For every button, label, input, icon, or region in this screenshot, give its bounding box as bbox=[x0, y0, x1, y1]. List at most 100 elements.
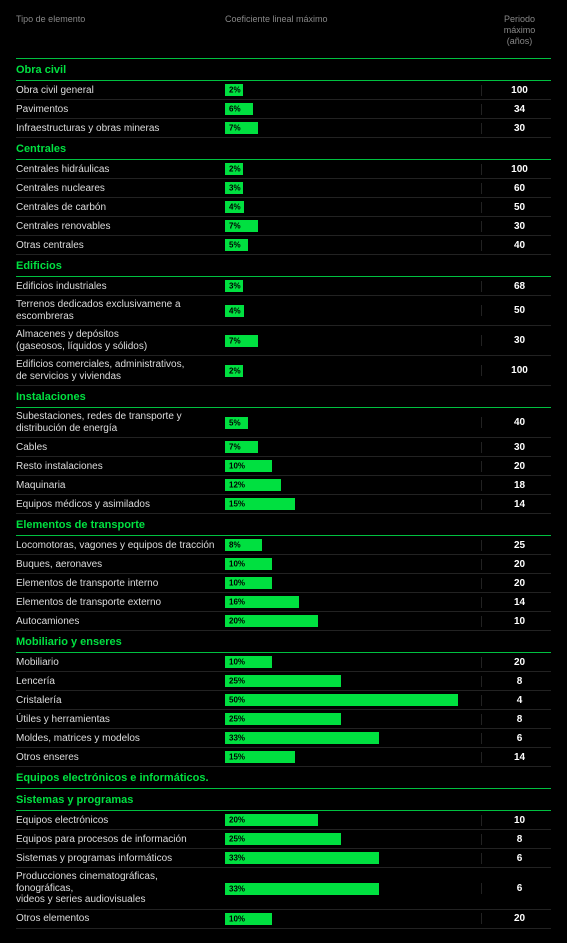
period-value: 25 bbox=[481, 540, 551, 551]
section-title: Mobiliario y enseres bbox=[16, 631, 551, 653]
table-row: Elementos de transporte externo16%14 bbox=[16, 593, 551, 612]
row-label: Equipos para procesos de información bbox=[16, 831, 221, 849]
coefficient-bar: 10% bbox=[225, 460, 272, 472]
bar-value: 10% bbox=[229, 462, 245, 471]
table-row: Sistemas y programas informáticos33%6 bbox=[16, 849, 551, 868]
table-row: Otros enseres15%14 bbox=[16, 748, 551, 767]
row-label: Centrales hidráulicas bbox=[16, 161, 221, 179]
bar-holder: 10% bbox=[221, 557, 481, 571]
period-value: 8 bbox=[481, 676, 551, 687]
bar-value: 20% bbox=[229, 617, 245, 626]
header-coefficient: Coeficiente lineal máximo bbox=[221, 14, 481, 24]
coefficient-bar: 7% bbox=[225, 220, 258, 232]
row-label: Edificios industriales bbox=[16, 278, 221, 296]
bar-value: 2% bbox=[229, 366, 241, 375]
bar-holder: 50% bbox=[221, 693, 481, 707]
table-row: Lencería25%8 bbox=[16, 672, 551, 691]
bar-holder: 10% bbox=[221, 459, 481, 473]
coefficient-bar: 50% bbox=[225, 694, 458, 706]
table-row: Maquinaria12%18 bbox=[16, 476, 551, 495]
bar-value: 25% bbox=[229, 835, 245, 844]
table-row: Cristalería50%4 bbox=[16, 691, 551, 710]
table-row: Locomotoras, vagones y equipos de tracci… bbox=[16, 536, 551, 555]
row-label: Cristalería bbox=[16, 692, 221, 710]
period-value: 10 bbox=[481, 616, 551, 627]
header-period: Periodo máximo (años) bbox=[481, 14, 551, 46]
coefficient-bar: 12% bbox=[225, 479, 281, 491]
table-row: Infraestructuras y obras mineras7%30 bbox=[16, 119, 551, 138]
table-row: Buques, aeronaves10%20 bbox=[16, 555, 551, 574]
row-label: Sistemas y programas informáticos bbox=[16, 850, 221, 868]
coefficient-bar: 4% bbox=[225, 201, 244, 213]
row-label: Elementos de transporte interno bbox=[16, 575, 221, 593]
row-label: Autocamiones bbox=[16, 613, 221, 631]
coefficient-bar: 25% bbox=[225, 833, 341, 845]
table-row: Producciones cinematográficas, fonográfi… bbox=[16, 868, 551, 910]
period-value: 100 bbox=[481, 85, 551, 96]
bar-holder: 16% bbox=[221, 595, 481, 609]
coefficient-bar: 2% bbox=[225, 365, 243, 377]
period-value: 20 bbox=[481, 559, 551, 570]
coefficient-bar: 33% bbox=[225, 732, 379, 744]
period-value: 34 bbox=[481, 104, 551, 115]
row-label: Cables bbox=[16, 439, 221, 457]
bar-holder: 6% bbox=[221, 102, 481, 116]
bar-holder: 2% bbox=[221, 83, 481, 97]
bar-holder: 7% bbox=[221, 121, 481, 135]
table-row: Subestaciones, redes de transporte y dis… bbox=[16, 408, 551, 438]
row-label: Maquinaria bbox=[16, 477, 221, 495]
section-title: Elementos de transporte bbox=[16, 514, 551, 536]
row-label: Locomotoras, vagones y equipos de tracci… bbox=[16, 537, 221, 555]
row-label: Centrales de carbón bbox=[16, 199, 221, 217]
row-label: Pavimentos bbox=[16, 101, 221, 119]
bar-value: 3% bbox=[229, 282, 241, 291]
table-row: Equipos médicos y asimilados15%14 bbox=[16, 495, 551, 514]
coefficient-bar: 5% bbox=[225, 417, 248, 429]
coefficient-bar: 2% bbox=[225, 84, 243, 96]
bar-value: 15% bbox=[229, 500, 245, 509]
period-value: 6 bbox=[481, 883, 551, 894]
period-value: 8 bbox=[481, 714, 551, 725]
coefficient-bar: 10% bbox=[225, 656, 272, 668]
row-label: Resto instalaciones bbox=[16, 458, 221, 476]
bar-value: 4% bbox=[229, 203, 241, 212]
row-label: Otras centrales bbox=[16, 237, 221, 255]
table-row: Equipos electrónicos20%10 bbox=[16, 811, 551, 830]
bar-value: 12% bbox=[229, 481, 245, 490]
coefficient-bar: 7% bbox=[225, 335, 258, 347]
header-element-type: Tipo de elemento bbox=[16, 14, 221, 24]
coefficient-bar: 10% bbox=[225, 913, 272, 925]
bar-value: 7% bbox=[229, 336, 241, 345]
period-value: 20 bbox=[481, 657, 551, 668]
coefficient-bar: 15% bbox=[225, 498, 295, 510]
coefficient-bar: 25% bbox=[225, 675, 341, 687]
bar-holder: 8% bbox=[221, 538, 481, 552]
table-row: Obra civil general2%100 bbox=[16, 81, 551, 100]
row-label: Otros elementos bbox=[16, 910, 221, 928]
period-value: 40 bbox=[481, 240, 551, 251]
bar-holder: 33% bbox=[221, 851, 481, 865]
coefficient-bar: 6% bbox=[225, 103, 253, 115]
period-value: 14 bbox=[481, 752, 551, 763]
section-title: Edificios bbox=[16, 255, 551, 277]
bar-holder: 25% bbox=[221, 712, 481, 726]
row-label: Producciones cinematográficas, fonográfi… bbox=[16, 868, 221, 909]
period-value: 50 bbox=[481, 305, 551, 316]
period-value: 6 bbox=[481, 733, 551, 744]
bar-holder: 5% bbox=[221, 416, 481, 430]
period-value: 14 bbox=[481, 499, 551, 510]
coefficient-bar: 15% bbox=[225, 751, 295, 763]
coefficient-bar: 3% bbox=[225, 182, 243, 194]
period-value: 20 bbox=[481, 578, 551, 589]
bar-value: 5% bbox=[229, 241, 241, 250]
bar-value: 2% bbox=[229, 86, 241, 95]
row-label: Terrenos dedicados exclusivamene a escom… bbox=[16, 296, 221, 325]
period-value: 30 bbox=[481, 221, 551, 232]
bar-value: 10% bbox=[229, 914, 245, 923]
bar-holder: 33% bbox=[221, 731, 481, 745]
table-row: Útiles y herramientas25%8 bbox=[16, 710, 551, 729]
bar-holder: 25% bbox=[221, 832, 481, 846]
bar-value: 8% bbox=[229, 541, 241, 550]
row-label: Subestaciones, redes de transporte y dis… bbox=[16, 408, 221, 437]
row-label: Infraestructuras y obras mineras bbox=[16, 120, 221, 138]
